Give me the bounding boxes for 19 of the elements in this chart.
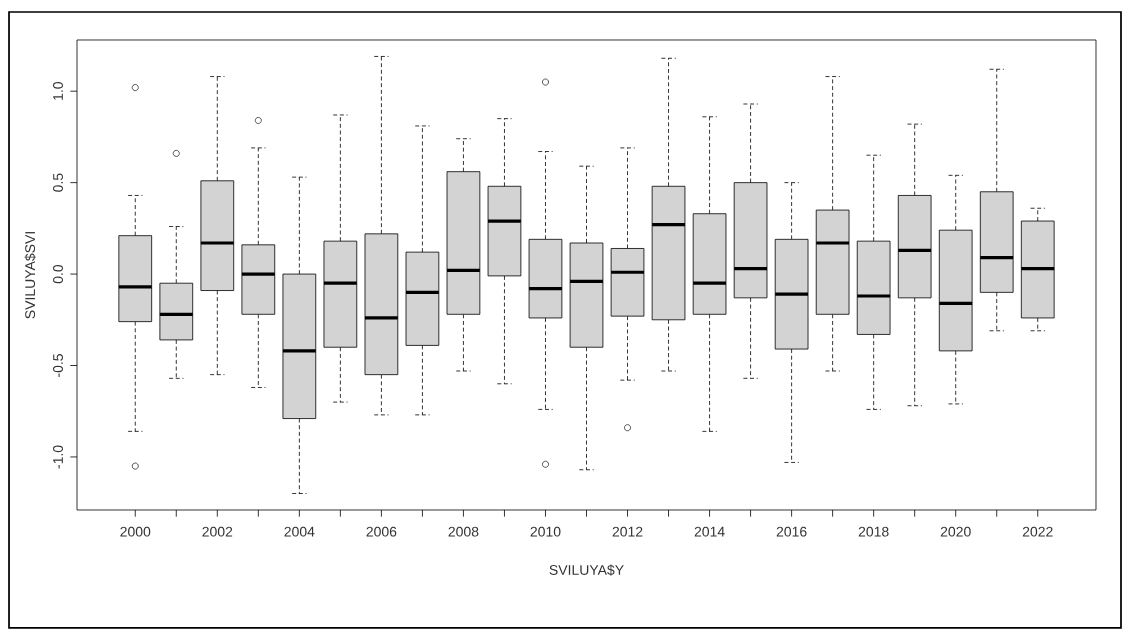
x-tick-label: 2010 — [530, 526, 561, 537]
y-tick-label: 0.5 — [53, 173, 63, 192]
x-tick-label: 2002 — [202, 526, 233, 537]
x-tick-label: 2012 — [612, 526, 643, 537]
x-tick-label: 2008 — [448, 526, 479, 537]
x-tick-label: 2000 — [120, 526, 151, 537]
x-axis-title: SVILUYA$Y — [549, 564, 624, 576]
x-tick-label: 2004 — [284, 526, 315, 537]
y-tick-label: 1.0 — [53, 82, 63, 100]
x-tick-label: 2006 — [366, 526, 397, 537]
y-axis-title: SVILUYA$SVI — [24, 232, 36, 319]
x-tick-label: 2014 — [694, 526, 725, 537]
x-tick-label: 2020 — [940, 526, 971, 537]
x-tick-label: 2016 — [776, 526, 807, 537]
x-tick-label: 2022 — [1022, 526, 1053, 537]
y-tick-label: 0.0 — [53, 264, 63, 284]
y-tick-label: -0.5 — [53, 354, 63, 377]
x-tick-label: 2018 — [858, 526, 889, 537]
y-tick-label: -1.0 — [53, 445, 63, 469]
